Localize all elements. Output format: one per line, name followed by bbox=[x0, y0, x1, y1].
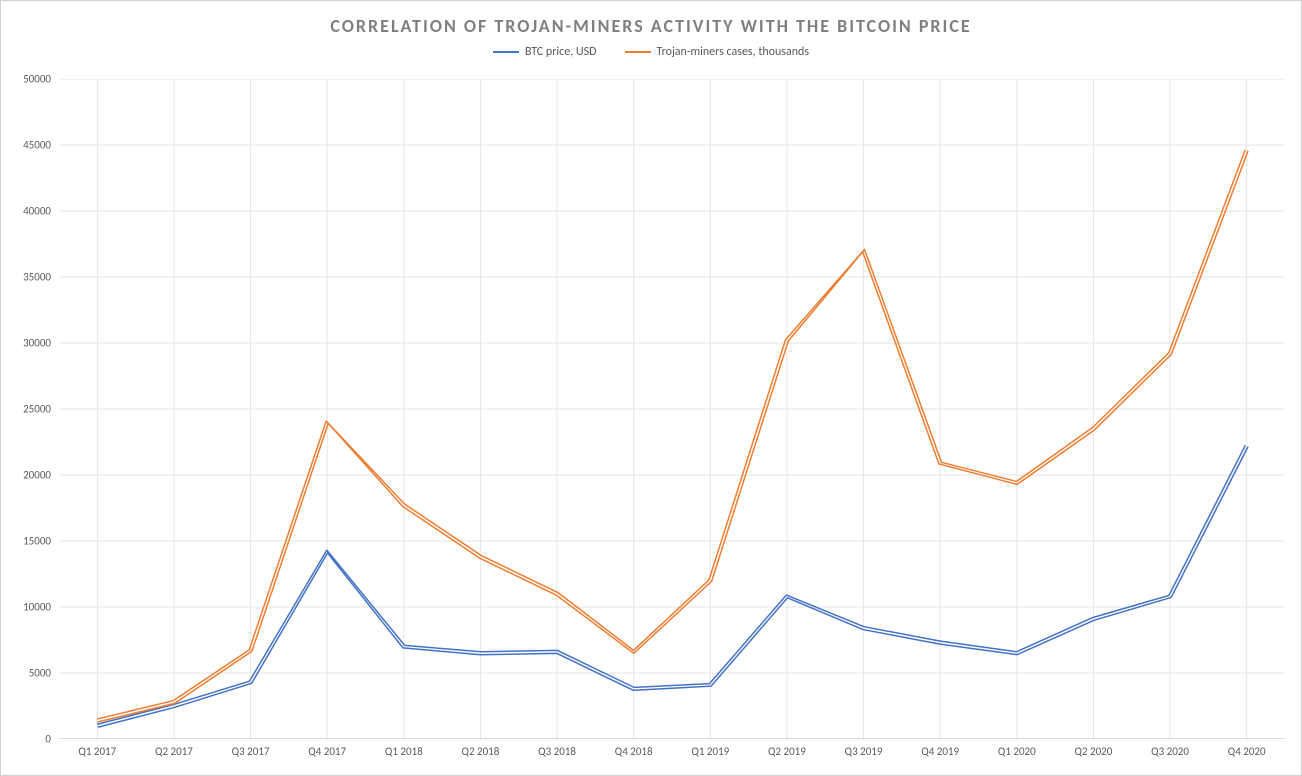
legend-item: BTC price, USD bbox=[493, 45, 597, 59]
series-line bbox=[97, 150, 1245, 719]
legend-label: BTC price, USD bbox=[525, 45, 597, 59]
x-tick-label: Q1 2020 bbox=[998, 745, 1036, 758]
y-tick-label: 20000 bbox=[23, 469, 51, 482]
x-tick-label: Q2 2018 bbox=[462, 745, 500, 758]
x-tick-label: Q2 2020 bbox=[1075, 745, 1113, 758]
x-tick-label: Q4 2018 bbox=[615, 745, 653, 758]
x-tick-label: Q1 2019 bbox=[691, 745, 729, 758]
y-tick-label: 50000 bbox=[23, 73, 51, 86]
x-tick-label: Q3 2020 bbox=[1151, 745, 1189, 758]
y-tick-label: 5000 bbox=[29, 667, 51, 680]
y-tick-label: 15000 bbox=[23, 535, 51, 548]
y-tick-label: 25000 bbox=[23, 403, 51, 416]
x-tick-label: Q3 2019 bbox=[845, 745, 883, 758]
x-tick-label: Q4 2017 bbox=[308, 745, 346, 758]
x-tick-label: Q3 2018 bbox=[538, 745, 576, 758]
x-axis-labels: Q1 2017 Q2 2017 Q3 2017 Q4 2017 Q1 2018 Q2 20… bbox=[59, 745, 1285, 767]
x-tick-label: Q2 2019 bbox=[768, 745, 806, 758]
legend-item: Trojan-miners cases, thousands bbox=[625, 45, 810, 59]
chart-container: CORRELATION OF TROJAN-MINERS ACTIVITY WI… bbox=[0, 0, 1302, 776]
x-tick-label: Q1 2017 bbox=[78, 745, 116, 758]
y-tick-label: 10000 bbox=[23, 601, 51, 614]
x-tick-label: Q1 2018 bbox=[385, 745, 423, 758]
plot-area bbox=[59, 79, 1285, 739]
legend-swatch bbox=[493, 51, 519, 53]
x-tick-label: Q4 2020 bbox=[1228, 745, 1266, 758]
y-tick-label: 45000 bbox=[23, 139, 51, 152]
x-tick-label: Q2 2017 bbox=[155, 745, 193, 758]
x-tick-label: Q3 2017 bbox=[232, 745, 270, 758]
y-tick-label: 0 bbox=[45, 733, 51, 746]
y-tick-label: 35000 bbox=[23, 271, 51, 284]
series-line bbox=[97, 445, 1245, 724]
legend: BTC price, USD Trojan-miners cases, thous… bbox=[1, 45, 1301, 59]
series-line bbox=[98, 151, 1248, 722]
legend-swatch bbox=[625, 51, 651, 53]
chart-title: CORRELATION OF TROJAN-MINERS ACTIVITY WI… bbox=[1, 1, 1301, 37]
legend-label: Trojan-miners cases, thousands bbox=[657, 45, 810, 59]
x-tick-label: Q4 2019 bbox=[921, 745, 959, 758]
plot-svg bbox=[59, 79, 1285, 739]
y-axis-labels: 0500010000150002000025000300003500040000… bbox=[1, 79, 55, 739]
y-tick-label: 40000 bbox=[23, 205, 51, 218]
y-tick-label: 30000 bbox=[23, 337, 51, 350]
